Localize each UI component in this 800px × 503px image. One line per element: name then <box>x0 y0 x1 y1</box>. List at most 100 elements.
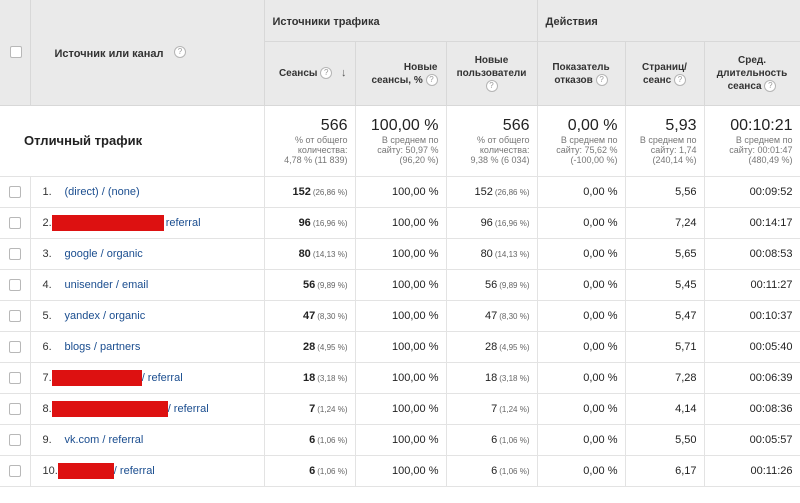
new-users-value: 18 <box>485 372 498 384</box>
row-checkbox[interactable] <box>8 465 21 478</box>
row-checkbox[interactable] <box>8 217 21 230</box>
new-sessions-cell: 100,00 % <box>355 331 447 363</box>
source-link[interactable]: google / organic <box>64 248 143 260</box>
totals-new-sessions-note: сайту: 50,97 % <box>377 145 439 155</box>
new-users-cell: 6 (1,06 %) <box>446 424 538 456</box>
row-number: 8. <box>42 402 52 415</box>
source-link[interactable]: / referral <box>113 464 155 477</box>
totals-bounce-rate-value: 0,00 % <box>567 117 618 134</box>
redacted-block <box>51 215 164 231</box>
redacted-block <box>51 370 142 386</box>
avg-duration-value: 00:08:36 <box>749 403 793 415</box>
avg-duration-cell: 00:05:40 <box>704 331 800 363</box>
source-link[interactable]: vk.com / referral <box>64 434 144 446</box>
source-column-header[interactable]: Источник или канал ? <box>30 0 265 106</box>
pages-per-session-value: 6,17 <box>675 465 697 477</box>
table-row: 10. / referral 6 (1,06 %) 100,00 % 6 (1,06 … <box>0 455 800 487</box>
sessions-cell: 7 (1,24 %) <box>264 393 356 425</box>
row-number: 5. <box>42 310 52 322</box>
help-icon[interactable]: ? <box>595 73 608 86</box>
column-header-new-users[interactable]: Новые пользователи ? <box>446 41 538 106</box>
select-all-checkbox[interactable] <box>10 46 22 59</box>
sessions-percent: (14,13 %) <box>312 250 348 259</box>
redacted-block <box>51 401 168 417</box>
bounce-rate-value: 0,00 % <box>583 341 618 353</box>
pages-per-session-cell: 5,50 <box>625 424 705 456</box>
column-header-new-sessions[interactable]: Новые сеансы, % ? <box>355 41 447 106</box>
column-label-bounce-rate: Показатель отказов <box>552 61 610 86</box>
totals-bounce-rate-note: В среднем по <box>560 135 618 145</box>
totals-sessions-note: количества: <box>297 145 348 155</box>
new-users-cell: 18 (3,18 %) <box>446 362 538 394</box>
column-header-bounce-rate[interactable]: Показатель отказов ? <box>537 41 626 106</box>
pages-per-session-value: 7,24 <box>675 217 697 229</box>
source-link[interactable]: unisender / email <box>64 279 149 291</box>
source-link[interactable]: blogs / partners <box>64 341 141 353</box>
totals-new-sessions-note: (96,20 %) <box>399 155 439 165</box>
sort-arrow-icon[interactable]: ↓ <box>341 67 347 79</box>
source-link[interactable]: referral <box>165 216 201 229</box>
totals-bounce-rate: 0,00 % В среднем по сайту: 75,62 % (-100… <box>537 105 626 177</box>
totals-label-cell: Отличный трафик <box>0 105 265 177</box>
row-checkbox[interactable] <box>8 434 21 447</box>
new-sessions-value: 100,00 % <box>392 248 439 260</box>
help-icon[interactable]: ? <box>485 80 498 93</box>
source-link[interactable]: yandex / organic <box>64 310 146 322</box>
row-checkbox[interactable] <box>8 310 21 323</box>
new-users-percent: (16,96 %) <box>494 219 530 228</box>
new-users-percent: (9,89 %) <box>499 281 530 290</box>
bounce-rate-cell: 0,00 % <box>537 455 626 487</box>
sessions-percent: (4,95 %) <box>317 343 348 352</box>
pages-per-session-cell: 5,71 <box>625 331 705 363</box>
pages-per-session-value: 4,14 <box>675 403 697 415</box>
totals-duration-note: (480,49 %) <box>748 155 793 165</box>
column-header-sessions[interactable]: Сеансы ? ↓ <box>264 41 356 106</box>
row-checkbox[interactable] <box>8 248 21 261</box>
column-header-pages-per-session[interactable]: Страниц/ сеанс ? <box>625 41 705 106</box>
row-checkbox[interactable] <box>8 403 21 416</box>
avg-duration-value: 00:11:26 <box>750 465 793 477</box>
bounce-rate-cell: 0,00 % <box>537 393 626 425</box>
bounce-rate-cell: 0,00 % <box>537 207 626 239</box>
new-users-cell: 80 (14,13 %) <box>446 238 538 270</box>
row-checkbox[interactable] <box>8 279 21 292</box>
column-label-pages-per-session: Страниц/ сеанс <box>642 61 687 86</box>
new-users-value: 56 <box>485 279 498 291</box>
help-icon[interactable]: ? <box>674 73 687 86</box>
avg-duration-value: 00:14:17 <box>749 217 793 229</box>
table-row: 2. referral 96 (16,96 %) 100,00 % 96 (16,96… <box>0 207 800 239</box>
bounce-rate-cell: 0,00 % <box>537 300 626 332</box>
source-link[interactable]: / referral <box>141 371 183 384</box>
bounce-rate-cell: 0,00 % <box>537 269 626 301</box>
source-cell: 6. blogs / partners <box>30 331 265 363</box>
totals-avg-duration: 00:10:21 В среднем по сайту: 00:01:47 (4… <box>704 105 800 177</box>
select-all-cell <box>0 0 31 106</box>
source-link[interactable]: (direct) / (none) <box>64 186 140 198</box>
row-checkbox[interactable] <box>8 186 21 199</box>
avg-duration-cell: 00:10:37 <box>704 300 800 332</box>
row-checkbox[interactable] <box>8 372 21 385</box>
new-sessions-value: 100,00 % <box>392 403 439 415</box>
row-checkbox[interactable] <box>8 341 21 354</box>
source-cell: 8. / referral <box>30 393 265 425</box>
group-actions: Действия <box>537 0 800 42</box>
avg-duration-value: 00:09:52 <box>749 186 793 198</box>
help-icon[interactable]: ? <box>425 73 438 86</box>
help-icon[interactable]: ? <box>173 46 186 59</box>
bounce-rate-cell: 0,00 % <box>537 238 626 270</box>
new-sessions-value: 100,00 % <box>392 341 439 353</box>
new-sessions-value: 100,00 % <box>392 372 439 384</box>
source-cell: 1. (direct) / (none) <box>30 176 265 208</box>
source-link[interactable]: / referral <box>167 402 209 415</box>
row-number: 2. <box>42 216 52 229</box>
totals-new-users-note: % от общего <box>477 135 530 145</box>
avg-duration-value: 00:05:40 <box>749 341 793 353</box>
help-icon[interactable]: ? <box>320 67 333 80</box>
help-icon[interactable]: ? <box>764 80 777 93</box>
sessions-cell: 47 (8,30 %) <box>264 300 356 332</box>
new-sessions-cell: 100,00 % <box>355 238 447 270</box>
row-checkbox-cell <box>0 455 31 487</box>
row-checkbox-cell <box>0 207 31 239</box>
totals-pages-note: (240,14 %) <box>652 155 697 165</box>
column-header-avg-duration[interactable]: Сред. длительность сеанса ? <box>704 41 800 106</box>
